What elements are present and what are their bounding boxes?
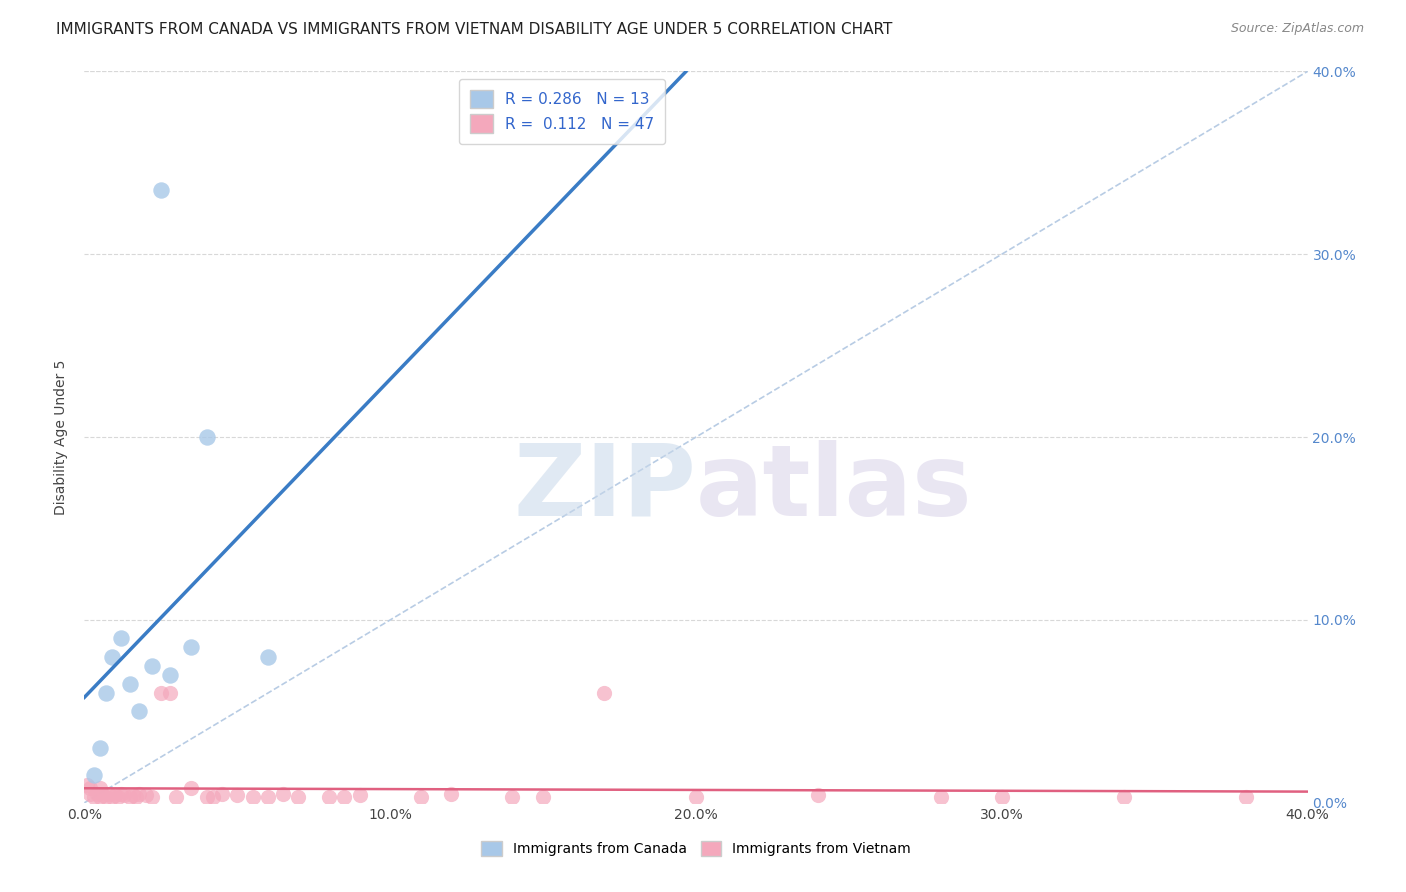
Point [141,658,163,673]
Legend: Immigrants from Canada, Immigrants from Vietnam: Immigrants from Canada, Immigrants from … [475,836,917,862]
Point [110,787,132,801]
Point [128,787,150,801]
Point [211,787,233,801]
Point [91,789,114,803]
Point [120,677,142,691]
Point [101,649,124,664]
Point [122,789,145,803]
Point [1236,790,1258,805]
Point [807,789,830,803]
Point [333,790,356,805]
Point [83,768,105,782]
Point [101,790,124,805]
Point [107,790,129,805]
Point [141,790,163,805]
Point [79,787,101,801]
Point [89,740,111,755]
Point [159,686,181,700]
Point [149,686,172,700]
Point [271,787,294,801]
Point [195,790,218,805]
Point [86,787,108,801]
Text: atlas: atlas [696,440,973,537]
Point [120,790,142,805]
Point [409,790,432,805]
Point [180,640,202,655]
Point [125,790,148,805]
Point [97,787,120,801]
Point [89,790,111,805]
Point [257,649,280,664]
Point [104,789,127,803]
Point [159,667,181,681]
Text: Source: ZipAtlas.com: Source: ZipAtlas.com [1230,22,1364,36]
Point [929,790,952,805]
Point [110,632,132,646]
Point [89,781,111,796]
Text: ZIP: ZIP [513,440,696,537]
Point [94,790,117,805]
Point [318,790,340,805]
Point [257,790,280,805]
Point [226,789,249,803]
Point [531,790,554,805]
Point [180,781,202,796]
Point [440,787,463,801]
Point [195,430,218,444]
Point [502,790,524,805]
Point [991,790,1014,805]
Point [287,790,309,805]
Point [1114,790,1136,805]
Point [83,790,105,805]
Y-axis label: Disability Age Under 5: Disability Age Under 5 [55,359,69,515]
Point [685,790,707,805]
Point [242,790,264,805]
Point [201,790,224,805]
Point [79,781,101,796]
Text: IMMIGRANTS FROM CANADA VS IMMIGRANTS FROM VIETNAM DISABILITY AGE UNDER 5 CORRELA: IMMIGRANTS FROM CANADA VS IMMIGRANTS FRO… [56,22,893,37]
Point [112,789,135,803]
Point [593,686,616,700]
Point [135,789,157,803]
Point [76,778,98,792]
Point [149,183,172,197]
Point [94,686,117,700]
Point [349,789,371,803]
Point [128,705,150,719]
Point [165,790,187,805]
